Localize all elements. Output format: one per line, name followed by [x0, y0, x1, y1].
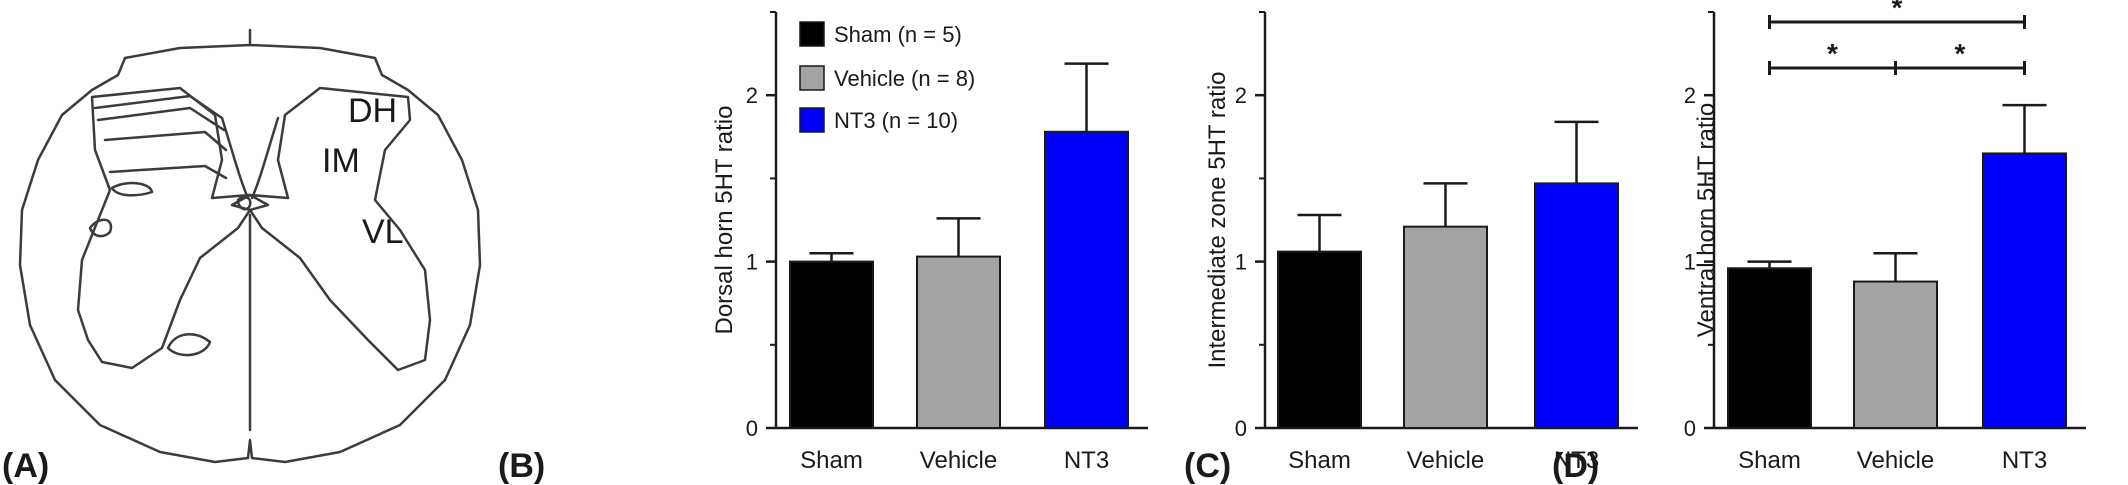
- region-label-dh: DH: [348, 92, 397, 130]
- bar-vehicle: [916, 255, 1001, 429]
- spinal-cord-diagram: [18, 28, 482, 464]
- bar-vehicle: [1403, 225, 1488, 429]
- y-tick-label-ventral-horn: 2: [1684, 83, 1696, 108]
- left-motor-nucleus: [88, 218, 113, 238]
- left-dorsal-lamina-3: [103, 130, 228, 152]
- region-label-im: IM: [322, 142, 360, 180]
- bar-sham: [1277, 250, 1362, 429]
- central-canal: [236, 195, 252, 211]
- spinal-cord-outline: [18, 28, 482, 464]
- panel-label-a: (A): [2, 447, 49, 485]
- y-tick-label-ventral-horn: 1: [1684, 250, 1696, 275]
- legend: Sham (n = 5) Vehicle (n = 8) NT3 (n = 10…: [799, 21, 975, 133]
- left-lateral-nucleus: [110, 181, 154, 197]
- x-tick-label-vehicle: Vehicle: [1407, 447, 1484, 474]
- legend-swatch-nt3: [799, 107, 825, 133]
- x-tick-label-nt3: NT3: [1554, 447, 1599, 474]
- bar-vehicle: [1853, 280, 1938, 429]
- bar-sham: [1727, 267, 1812, 430]
- panel-label-d: (D): [1552, 447, 1599, 485]
- y-axis-label-ventral-horn: Ventral horn 5HT ratio: [1693, 103, 1720, 337]
- legend-label-nt3: NT3 (n = 10): [834, 108, 958, 133]
- bar-sham: [789, 260, 874, 429]
- region-label-vl: VL: [362, 213, 404, 251]
- x-tick-label-vehicle: Vehicle: [1857, 447, 1934, 474]
- x-tick-label-nt3: NT3: [1064, 447, 1109, 474]
- significance-star: *: [1955, 38, 1966, 69]
- bar-nt3: [1044, 130, 1129, 429]
- significance-star: *: [1892, 0, 1903, 23]
- y-tick-label-intermediate-zone: 1: [1235, 250, 1247, 275]
- y-tick-label-intermediate-zone: 0: [1235, 416, 1247, 441]
- y-tick-label-dorsal-horn: 1: [746, 250, 758, 275]
- dorsal-septum: [220, 116, 280, 200]
- panel-label-c: (C): [1184, 447, 1231, 485]
- left-ventral-nucleus: [166, 333, 212, 357]
- y-tick-label-dorsal-horn: 2: [746, 83, 758, 108]
- x-tick-label-sham: Sham: [800, 447, 863, 474]
- left-dorsal-lamina-1: [93, 94, 224, 120]
- significance-star: *: [1827, 38, 1838, 69]
- left-dorsal-lamina-4: [108, 164, 228, 180]
- y-tick-label-intermediate-zone: 2: [1235, 83, 1247, 108]
- y-axis-label-dorsal-horn: Dorsal horn 5HT ratio: [711, 106, 738, 335]
- x-tick-label-nt3: NT3: [2002, 447, 2047, 474]
- chart-dorsal-horn: 0 1 2 Dorsal horn 5HT ratio Sham Vehicle NT3: [711, 11, 1148, 474]
- panel-label-b: (B): [498, 447, 545, 485]
- x-tick-label-sham: Sham: [1738, 447, 1801, 474]
- legend-swatch-sham: [799, 21, 825, 47]
- y-axis-label-intermediate-zone: Intermediate zone 5HT ratio: [1204, 71, 1231, 368]
- x-tick-label-vehicle: Vehicle: [920, 447, 997, 474]
- legend-label-sham: Sham (n = 5): [834, 22, 962, 47]
- bar-nt3: [1534, 182, 1619, 429]
- right-grey-matter: [248, 86, 432, 372]
- bar-nt3: [1982, 152, 2067, 429]
- legend-label-vehicle: Vehicle (n = 8): [834, 66, 975, 91]
- region-labels: DH IM VL: [322, 92, 404, 251]
- x-tick-label-sham: Sham: [1288, 447, 1351, 474]
- legend-swatch-vehicle: [799, 65, 825, 91]
- y-tick-label-dorsal-horn: 0: [746, 416, 758, 441]
- left-dorsal-lamina-2: [96, 106, 226, 132]
- y-tick-label-ventral-horn: 0: [1684, 416, 1696, 441]
